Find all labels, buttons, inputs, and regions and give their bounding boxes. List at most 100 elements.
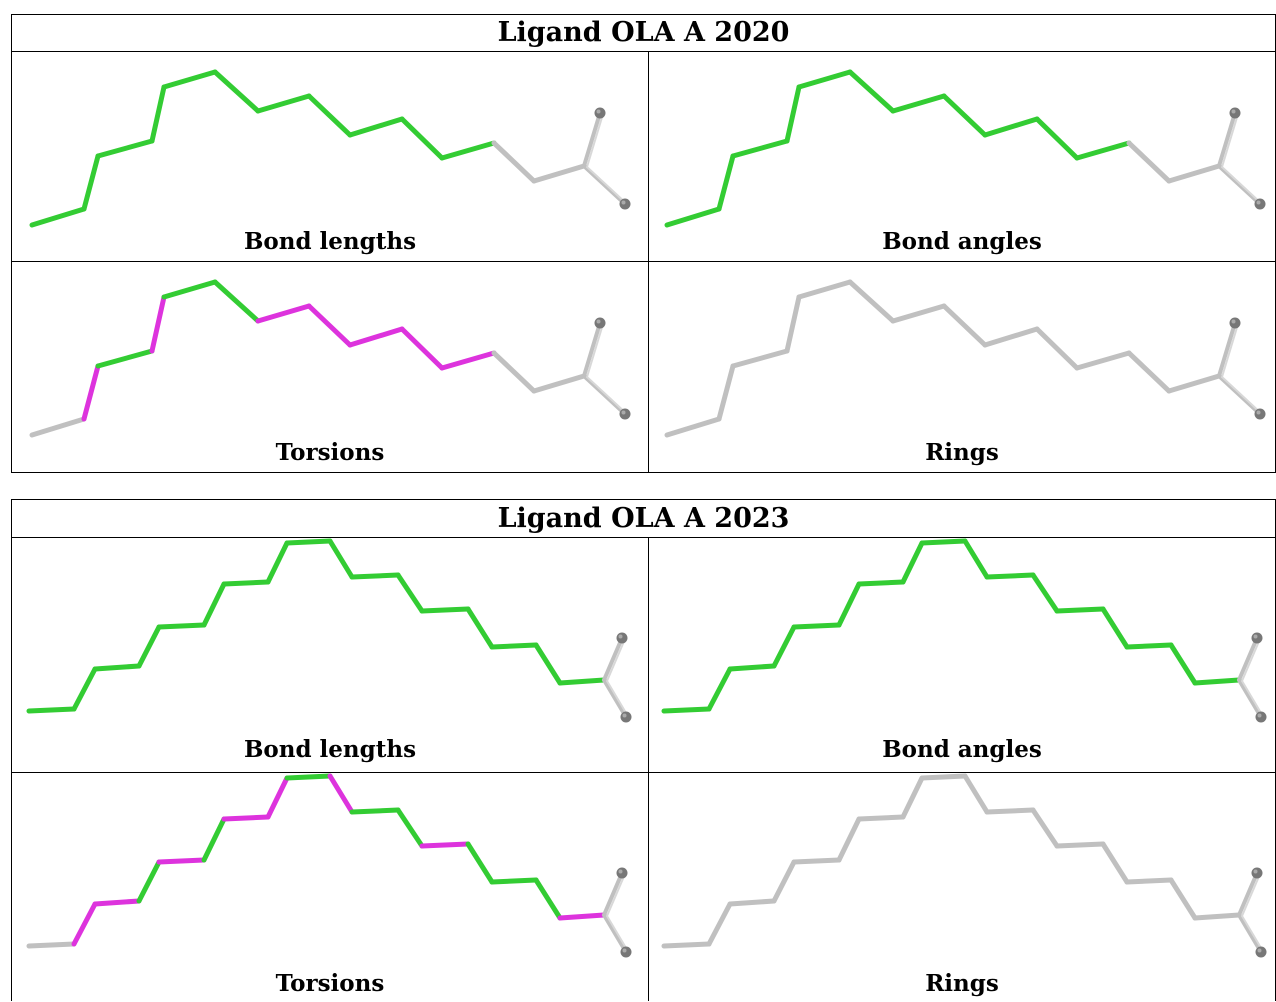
bond: [26, 706, 77, 714]
bond: [1192, 912, 1242, 921]
molecule-view: [664, 69, 1266, 228]
bond: [1074, 140, 1132, 161]
branch-bond: [1237, 678, 1263, 719]
bond: [1030, 807, 1060, 849]
branch-bond: [1237, 871, 1259, 917]
bond: [1126, 140, 1172, 184]
bond: [265, 540, 290, 585]
branch-bond: [602, 913, 628, 954]
bond: [962, 538, 990, 580]
bond: [92, 898, 142, 907]
bond: [531, 163, 587, 184]
bond: [327, 538, 355, 580]
atom-highlight: [618, 869, 623, 874]
bond: [1034, 326, 1080, 371]
bond: [1054, 606, 1106, 614]
bond: [856, 814, 906, 822]
bond: [395, 572, 425, 614]
bond: [1054, 841, 1106, 849]
bond: [557, 677, 607, 686]
branch-bond: [582, 321, 602, 378]
bond: [531, 373, 587, 394]
branch-bond: [1237, 913, 1263, 954]
bond: [716, 153, 736, 212]
bond: [919, 773, 968, 781]
atom-highlight: [596, 319, 601, 324]
atom: [594, 317, 606, 329]
row-divider: [12, 261, 1275, 262]
bond: [791, 857, 842, 865]
bond: [664, 416, 722, 438]
row-divider: [12, 772, 1275, 773]
bond: [156, 857, 207, 865]
table-title: Ligand OLA A 2020: [12, 15, 1275, 52]
bond: [1124, 642, 1174, 650]
bond: [941, 303, 988, 348]
bond: [149, 294, 167, 354]
bond: [982, 116, 1040, 138]
panel-bond-angles: Bond angles: [649, 538, 1275, 772]
panel-label: Bond angles: [882, 736, 1042, 763]
bond: [212, 279, 261, 324]
bond: [1168, 877, 1198, 921]
bond: [201, 581, 227, 628]
panel-bond-angles: Bond angles: [649, 52, 1275, 261]
branch-bond-highlight: [606, 638, 626, 682]
panel-rings: Rings: [649, 262, 1275, 473]
bond: [161, 69, 218, 90]
ligand-table-2020: Ligand OLA A 2020 Bond lengths Bond angl…: [11, 14, 1276, 473]
branch-bond: [582, 111, 602, 168]
bond: [212, 69, 261, 114]
atom-highlight: [1231, 109, 1236, 114]
atom-highlight: [621, 200, 626, 205]
bond: [727, 898, 777, 907]
bond: [1168, 642, 1198, 686]
bond: [395, 807, 425, 849]
bond: [327, 773, 355, 815]
bond: [890, 93, 947, 114]
bond: [255, 303, 312, 324]
atom-highlight: [1253, 869, 1258, 874]
atom: [1255, 946, 1267, 958]
bond: [161, 279, 218, 300]
bond: [29, 416, 87, 438]
bond: [984, 572, 1036, 580]
atom: [616, 632, 628, 644]
branch-bond: [1217, 321, 1237, 378]
branch-bond-highlight: [606, 873, 626, 917]
bond: [796, 69, 853, 90]
bond: [1126, 350, 1172, 394]
bond: [730, 138, 790, 159]
bond: [81, 153, 101, 212]
branch-bond-highlight: [586, 376, 629, 416]
molecule-view: [26, 773, 632, 958]
bond: [284, 538, 333, 546]
bond: [201, 816, 227, 863]
molecule-view: [664, 279, 1266, 438]
bond: [439, 350, 497, 371]
bond: [533, 877, 563, 921]
bond: [919, 538, 968, 546]
bond: [661, 706, 712, 714]
bond: [856, 579, 906, 587]
bond: [533, 642, 563, 686]
bond: [419, 606, 471, 614]
panel-bond-lengths: Bond lengths: [12, 52, 648, 261]
bond: [716, 363, 736, 422]
bond: [489, 642, 539, 650]
column-divider: [648, 537, 649, 1001]
branch-bond-highlight: [1221, 323, 1239, 378]
bond: [349, 572, 401, 580]
branch-bond-highlight: [1221, 166, 1264, 206]
bond: [1166, 163, 1222, 184]
panel-label: Torsions: [275, 439, 385, 466]
molecule-view: [26, 538, 632, 723]
panel-torsions: Torsions: [12, 773, 648, 1002]
bond: [347, 116, 405, 138]
atom: [620, 946, 632, 958]
bond: [661, 941, 712, 949]
bond: [771, 859, 797, 904]
bond: [92, 663, 142, 672]
atom: [616, 867, 628, 879]
atom: [1254, 408, 1266, 420]
